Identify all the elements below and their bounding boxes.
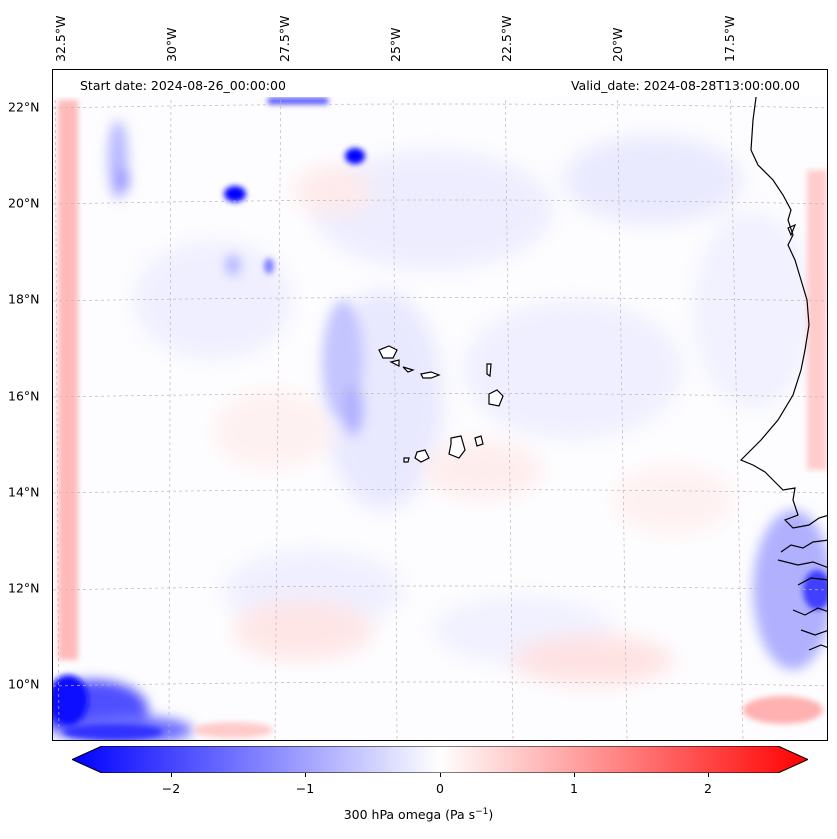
lon-label-27-5w: 27.5°W <box>277 15 292 62</box>
colorbar-tick-label: 1 <box>570 781 578 796</box>
colorbar-tickmark <box>171 773 172 777</box>
colorbar-tickmark <box>708 773 709 777</box>
colorbar <box>72 746 808 773</box>
colorbar-tickmark <box>305 773 306 777</box>
colorbar-tick-label: 2 <box>704 781 712 796</box>
lon-label-17-5w: 17.5°W <box>722 15 737 62</box>
lat-label-20n: 20°N <box>8 195 40 211</box>
lon-label-20w: 20°W <box>610 27 625 62</box>
omega-field <box>53 70 827 740</box>
colorbar-label-end: ) <box>488 807 494 823</box>
valid-date-label: Valid_date: 2024-08-28T13:00:00.00 <box>570 78 800 93</box>
colorbar-label-exponent: −1 <box>475 807 489 817</box>
lon-label-22-5w: 22.5°W <box>499 15 514 62</box>
start-date-label: Start date: 2024-08-26_00:00:00 <box>80 78 286 93</box>
lat-label-18n: 18°N <box>8 291 40 307</box>
lat-label-14n: 14°N <box>8 484 40 500</box>
colorbar-tick-label: −2 <box>161 781 181 796</box>
colorbar-tick-label: 0 <box>436 781 444 796</box>
colorbar-label-text: 300 hPa omega (Pa s <box>343 807 476 823</box>
lat-label-16n: 16°N <box>8 388 40 404</box>
colorbar-label: 300 hPa omega (Pa s−1) <box>0 807 837 822</box>
gridlines <box>53 70 827 740</box>
colorbar-tickmark <box>574 773 575 777</box>
lat-label-12n: 12°N <box>8 580 40 596</box>
lon-label-30w: 30°W <box>164 27 179 62</box>
lat-label-22n: 22°N <box>8 99 40 115</box>
colorbar-tick-label: −1 <box>295 781 315 796</box>
lon-label-32-5w: 32.5°W <box>53 15 68 62</box>
colorbar-tickmark <box>440 773 441 777</box>
lon-label-25w: 25°W <box>388 27 403 62</box>
coastline <box>739 89 827 651</box>
header-band <box>53 70 827 97</box>
islands <box>378 345 504 463</box>
colorbar-gradient <box>72 746 808 773</box>
lat-label-10n: 10°N <box>8 676 40 692</box>
map-panel <box>52 69 828 741</box>
